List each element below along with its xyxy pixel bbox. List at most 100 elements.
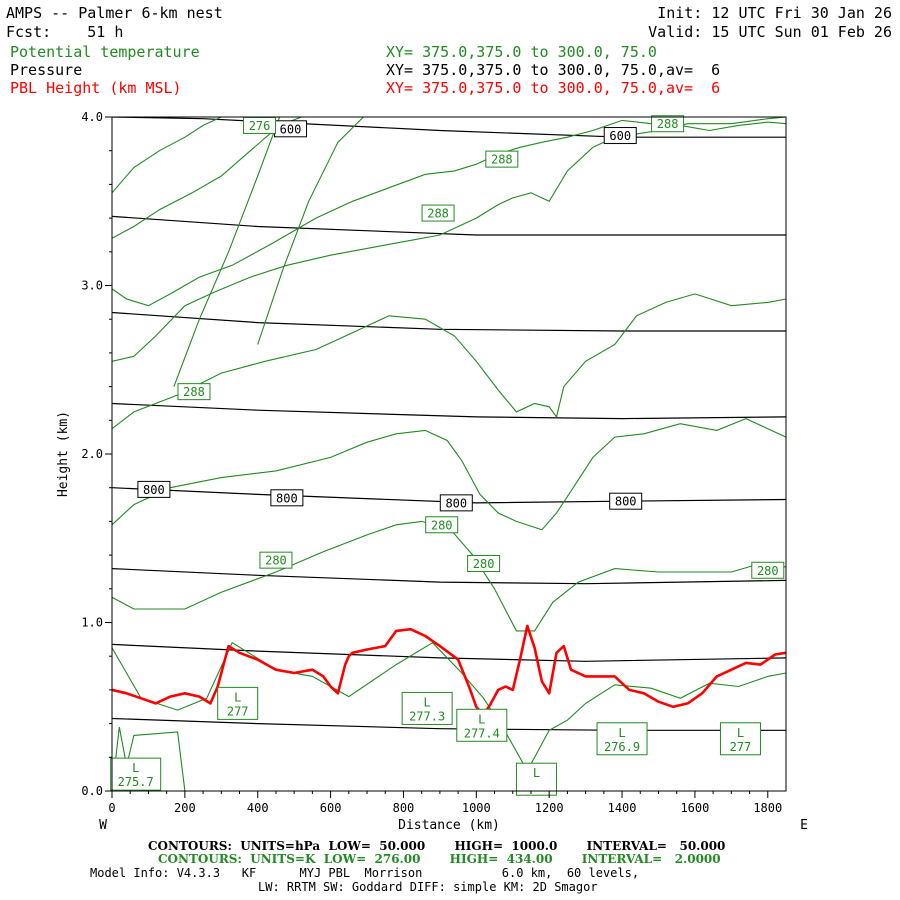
- theta-label-2: 288: [491, 153, 513, 167]
- low-marker-0-box: [217, 686, 259, 720]
- theta-contour-9: [257, 117, 364, 345]
- theta-label-7: 280: [473, 557, 495, 571]
- y-axis-label: Height (km): [56, 411, 71, 497]
- theta-contour-8: [112, 117, 353, 194]
- field-name-pbl: PBL Height (km MSL): [10, 79, 182, 97]
- pressure-label-5-box: [609, 492, 643, 510]
- theta-label-8-box: [751, 561, 785, 579]
- low-marker-3-letter: L: [618, 726, 625, 740]
- low-marker-2-value: 277.4: [464, 726, 500, 740]
- theta-contour-3: [112, 418, 786, 531]
- y-tick-label-4: 4.0: [81, 110, 103, 124]
- theta-contour-2: [112, 520, 786, 632]
- x-axis-label: Distance (km): [398, 818, 500, 833]
- pressure-contour-6: [112, 215, 786, 236]
- y-tick-label-3: 3.0: [81, 279, 103, 293]
- theta-label-6-box: [259, 551, 293, 569]
- pressure-label-2: 800: [143, 483, 165, 497]
- theta-label-3-box: [421, 204, 455, 222]
- theta-contour-5: [112, 117, 786, 362]
- y-tick-label-1: 1.0: [81, 616, 103, 630]
- low-marker-3-box: [596, 722, 648, 756]
- field-xy-pbl: XY= 375.0,375.0 to 300.0, 75.0,av= 6: [386, 79, 721, 97]
- init-time: Init: 12 UTC Fri 30 Jan 26: [657, 4, 892, 22]
- low-marker-4-box: [719, 722, 761, 756]
- pressure-contour-4: [112, 402, 786, 420]
- theta-contour-0: [112, 726, 186, 791]
- cross-section-chart: 600 600 800 800 800 800 276 288 288 288 288 280 280 2…: [56, 110, 808, 833]
- contours-pressure-info: CONTOURS: UNITS=hPa LOW= 50.000 HIGH= 10…: [148, 839, 726, 853]
- y-tick-label-0: 0.0: [81, 784, 103, 798]
- low-marker-1-value: 277.3: [409, 709, 445, 723]
- theta-contour-10: [173, 117, 281, 387]
- field-name-pressure: Pressure: [10, 61, 83, 79]
- theta-label-3: 288: [427, 207, 449, 221]
- east-label: E: [800, 818, 808, 833]
- theta-label-5-box: [425, 516, 459, 534]
- low-marker-2-letter: L: [478, 712, 485, 726]
- pressure-label-4: 800: [445, 496, 467, 510]
- x-tick-label-3: 600: [320, 801, 342, 815]
- model-info: Model Info: V4.3.3 KF MYJ PBL Morrison 6…: [90, 866, 640, 880]
- field-xy-pressure: XY= 375.0,375.0 to 300.0, 75.0,av= 6: [386, 61, 721, 79]
- x-tick-label-0: 0: [108, 801, 115, 815]
- pressure-label-4-box: [439, 494, 473, 512]
- x-tick-label-1: 200: [174, 801, 196, 815]
- model-info-physics: LW: RRTM SW: Goddard DIFF: simple KM: 2D…: [258, 880, 598, 894]
- theta-label-4-box: [177, 383, 211, 401]
- low-marker-5-letter: L: [132, 761, 139, 775]
- pressure-contour-2: [112, 568, 786, 585]
- pressure-contours: [112, 117, 786, 731]
- pressure-label-0: 600: [280, 122, 302, 136]
- theta-contour-7: [112, 117, 346, 239]
- axes: 0 200 400 600 800 1000 1200 1400 1600 1800 0.0 1.0 2…: [56, 110, 808, 833]
- theta-label-7-box: [467, 555, 501, 573]
- theta-contour-4: [112, 293, 786, 430]
- pressure-label-3: 800: [276, 491, 298, 505]
- low-marker-3-value: 276.9: [604, 740, 640, 754]
- pressure-label-2-box: [137, 480, 171, 498]
- forecast-hour: Fcst: 51 h: [6, 23, 124, 41]
- low-marker-4-letter: L: [737, 726, 744, 740]
- low-marker-5-value: 275.7: [118, 775, 154, 789]
- pressure-contour-1: [112, 643, 786, 662]
- x-tick-label-9: 1800: [753, 801, 782, 815]
- valid-time: Valid: 15 UTC Sun 01 Feb 26: [648, 23, 892, 41]
- x-tick-label-5: 1000: [462, 801, 491, 815]
- pbl-height-series: [112, 624, 786, 717]
- pressure-label-5: 800: [615, 495, 637, 509]
- chart-title: AMPS -- Palmer 6-km nest: [6, 4, 223, 22]
- theta-label-6: 280: [265, 554, 287, 568]
- x-tick-label-7: 1400: [608, 801, 637, 815]
- pressure-contour-0: [112, 717, 786, 731]
- pressure-contour-7: [112, 117, 786, 138]
- theta-label-2-box: [485, 150, 519, 168]
- theta-label-0: 276: [249, 119, 271, 133]
- x-tick-label-2: 400: [247, 801, 269, 815]
- field-name-theta: Potential temperature: [10, 43, 200, 61]
- pressure-label-1: 600: [609, 129, 631, 143]
- low-marker-0-value: 277: [227, 704, 249, 718]
- y-tick-label-2: 2.0: [81, 447, 103, 461]
- low-marker-1-letter: L: [424, 695, 431, 709]
- x-tick-label-6: 1200: [535, 801, 564, 815]
- low-marker-1-box: [401, 691, 453, 725]
- low-marker-4-value: 277: [730, 740, 752, 754]
- contour-labels: 600 600 800 800 800 800 276 288 288 288 288 280 280 2…: [110, 115, 785, 796]
- pbl-height-line: [112, 624, 786, 717]
- theta-label-5: 280: [431, 518, 453, 532]
- field-xy-theta: XY= 375.0,375.0 to 300.0, 75.0: [386, 43, 657, 61]
- pressure-label-1-box: [603, 127, 637, 145]
- low-marker-6-letter: L: [533, 766, 540, 780]
- low-marker-5-box: [110, 757, 162, 791]
- low-marker-0-letter: L: [234, 690, 241, 704]
- contours-theta-info: CONTOURS: UNITS=K LOW= 276.00 HIGH= 434.…: [158, 852, 721, 866]
- low-marker-2-box: [456, 708, 508, 742]
- west-label: W: [99, 818, 107, 833]
- theta-label-8: 280: [757, 564, 779, 578]
- pressure-contour-3: [112, 487, 786, 504]
- x-tick-label-8: 1600: [680, 801, 709, 815]
- theta-label-4: 288: [183, 385, 205, 399]
- low-marker-6-box: [515, 762, 557, 796]
- theta-label-1-box: [651, 115, 685, 133]
